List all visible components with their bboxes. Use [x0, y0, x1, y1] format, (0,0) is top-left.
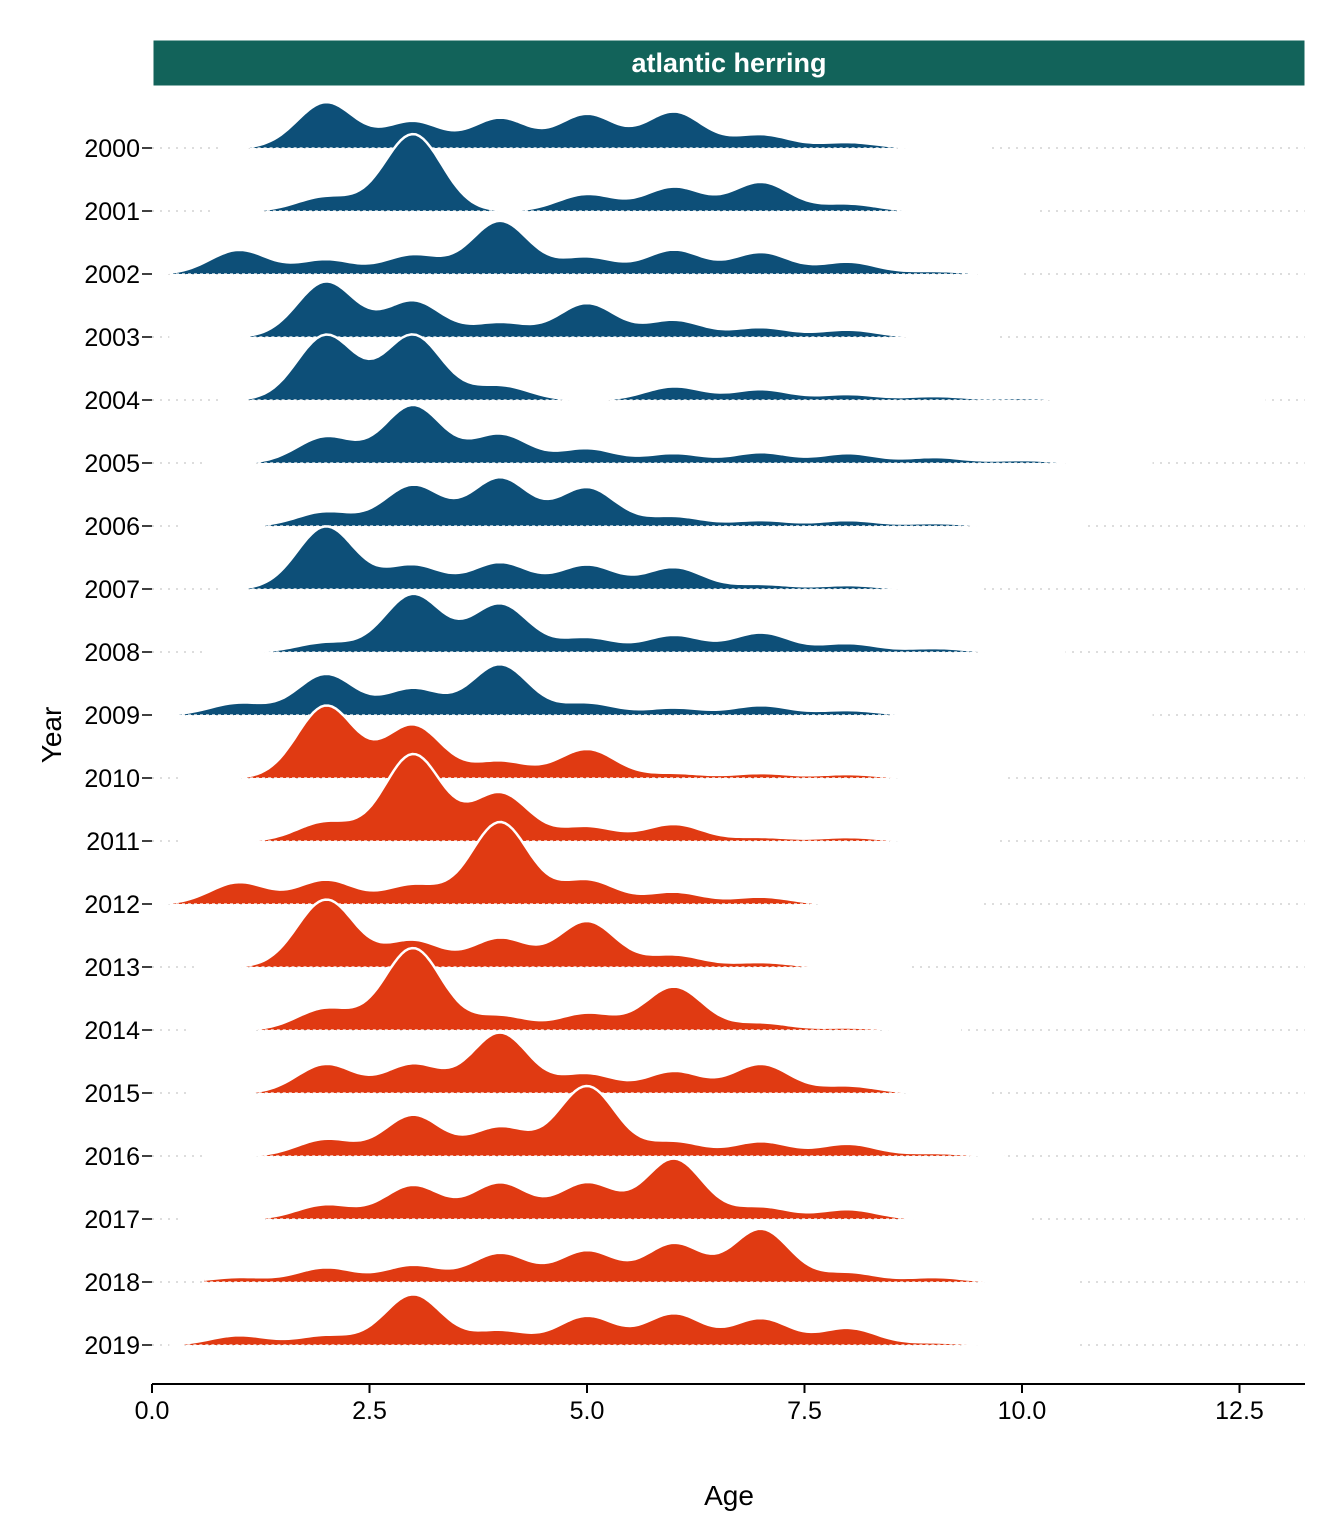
- y-tick-label-2008: 2008: [84, 639, 140, 667]
- ridge-outline-2013: [195, 898, 909, 969]
- ridge-outline-2011: [178, 752, 996, 843]
- ridge-area-2002: [152, 220, 1022, 274]
- ridge-outline-2006: [178, 475, 1083, 528]
- y-tick-label-2016: 2016: [84, 1143, 140, 1171]
- ridge-2016: [204, 1084, 1005, 1158]
- x-tick-label-12.5: 12.5: [1215, 1397, 1264, 1425]
- ridge-outline-2009: [151, 663, 1153, 717]
- ridge-outline-2002: [151, 219, 1022, 276]
- ridge-2001: [212, 132, 1040, 213]
- facet-strip-background: [152, 39, 1306, 87]
- facet-strip: atlantic herring: [152, 39, 1306, 87]
- facet-title: atlantic herring: [631, 48, 826, 78]
- x-tick-label-0.0: 0.0: [135, 1397, 170, 1425]
- ridge-area-2010: [178, 705, 1005, 778]
- x-tick-label-7.5: 7.5: [787, 1397, 822, 1425]
- y-tick-label-2004: 2004: [84, 387, 140, 415]
- ridge-area-2003: [169, 281, 996, 337]
- ridge-2006: [178, 475, 1083, 528]
- ridge-area-2007: [221, 526, 979, 589]
- ridge-2014: [186, 946, 962, 1032]
- y-tick-label-2003: 2003: [84, 324, 140, 352]
- y-tick-label-2011: 2011: [86, 828, 140, 856]
- ridge-2008: [204, 592, 1066, 654]
- ridge-area-2016: [204, 1086, 1005, 1156]
- y-axis-tick-labels: 2000 2001 2002 2003 2004 2005 2006 2007 2008 2009…: [84, 135, 152, 1360]
- ridge-outline-2016: [204, 1084, 1005, 1158]
- ridge-outline-2014: [186, 946, 962, 1032]
- ridge-2002: [151, 219, 1022, 276]
- ridge-area-2013: [195, 899, 909, 967]
- x-tick-label-5.0: 5.0: [570, 1397, 605, 1425]
- ridge-area-2017: [178, 1158, 1031, 1219]
- ridge-outline-2017: [178, 1157, 1031, 1221]
- ridge-outline-2005: [204, 403, 1153, 465]
- ridge-2010: [178, 704, 1005, 780]
- y-tick-label-2006: 2006: [84, 513, 140, 541]
- y-tick-label-2009: 2009: [84, 702, 140, 730]
- ridge-2015: [186, 1031, 988, 1095]
- ridge-area-2006: [178, 477, 1083, 526]
- ridges: [151, 100, 1266, 1347]
- x-axis-ticks: 0.0 2.5 5.0 7.5 10.0 12.5: [135, 1384, 1264, 1425]
- ridge-2004: [221, 333, 1266, 402]
- ridge-outline-2012: [151, 820, 979, 906]
- ridge-outline-2007: [221, 525, 979, 591]
- ridge-area-2012: [152, 822, 979, 904]
- ridge-outline-2018: [204, 1227, 1075, 1284]
- ridge-2007: [221, 525, 979, 591]
- ridge-2009: [151, 663, 1153, 717]
- x-tick-label-2.5: 2.5: [352, 1397, 387, 1425]
- y-tick-label-2005: 2005: [84, 450, 140, 478]
- y-tick-label-2001: 2001: [84, 198, 140, 226]
- ridge-outline-2003: [169, 280, 996, 339]
- ridge-area-2018: [204, 1228, 1075, 1282]
- y-axis-title: Year: [36, 707, 67, 764]
- y-tick-label-2018: 2018: [84, 1269, 140, 1297]
- ridge-2005: [204, 403, 1153, 465]
- ridge-area-2004: [221, 334, 1266, 400]
- y-tick-label-2015: 2015: [84, 1080, 140, 1108]
- x-axis-title: Age: [704, 1480, 754, 1511]
- ridge-outline-2008: [204, 592, 1066, 654]
- y-tick-label-2013: 2013: [84, 954, 140, 982]
- ridge-area-2001: [212, 134, 1040, 211]
- y-tick-label-2019: 2019: [84, 1332, 140, 1360]
- y-tick-label-2007: 2007: [84, 576, 140, 604]
- x-tick-label-10.0: 10.0: [998, 1397, 1047, 1425]
- y-tick-label-2000: 2000: [84, 135, 140, 163]
- ridge-2003: [169, 280, 996, 339]
- ridge-outline-2019: [169, 1293, 1075, 1347]
- ridge-area-2011: [178, 754, 996, 841]
- y-tick-label-2012: 2012: [84, 891, 140, 919]
- ridge-2012: [151, 820, 979, 906]
- ridge-area-2015: [186, 1032, 988, 1093]
- ridge-2011: [178, 752, 996, 843]
- ridge-2017: [178, 1157, 1031, 1221]
- ridge-2018: [204, 1227, 1075, 1284]
- ridge-2013: [195, 898, 909, 969]
- y-tick-label-2014: 2014: [84, 1017, 140, 1045]
- ridge-area-2009: [152, 664, 1153, 715]
- ridge-outline-2000: [221, 100, 988, 150]
- ridge-area-2000: [221, 102, 988, 148]
- y-tick-label-2002: 2002: [84, 261, 140, 289]
- ridge-2000: [221, 100, 988, 150]
- ridge-outline-2010: [178, 704, 1005, 780]
- x-axis: 0.0 2.5 5.0 7.5 10.0 12.5: [135, 1383, 1305, 1425]
- y-tick-label-2017: 2017: [84, 1206, 140, 1234]
- ridge-outline-2015: [186, 1031, 988, 1095]
- ridge-area-2005: [204, 405, 1153, 463]
- ridge-outline-2001: [212, 132, 1040, 213]
- y-tick-label-2010: 2010: [84, 765, 140, 793]
- ridge-area-2019: [169, 1294, 1075, 1345]
- ridge-2019: [169, 1293, 1075, 1347]
- ridge-area-2008: [204, 593, 1066, 652]
- ridge-area-2014: [186, 948, 962, 1030]
